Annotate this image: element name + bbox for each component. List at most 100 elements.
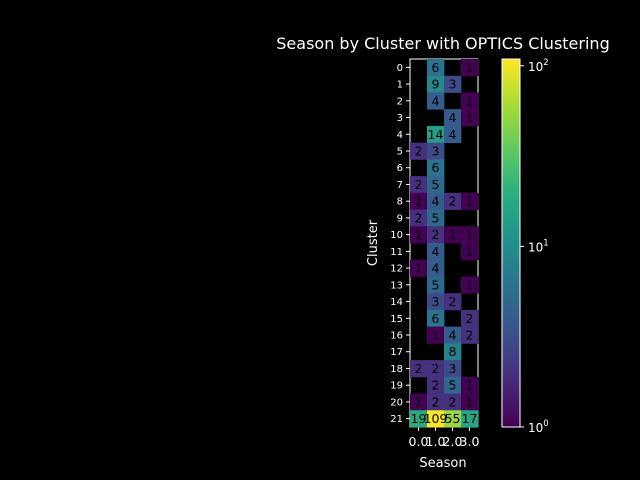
y-tick-label: 14: [390, 297, 403, 308]
heatmap-cell: [444, 293, 462, 311]
cell-value-label: 2: [415, 361, 423, 376]
heatmap-cell: [427, 176, 445, 194]
cell-value-label: 1: [449, 227, 457, 242]
y-tick-label: 7: [397, 180, 403, 191]
heatmap-cell: [427, 393, 445, 411]
heatmap-cell: [444, 109, 462, 127]
cell-value-label: 2: [449, 194, 457, 209]
cell-value-label: 2: [432, 378, 440, 393]
y-tick-label: 8: [397, 197, 403, 208]
heatmap-cell: [427, 125, 445, 144]
x-tick-label: 2.0: [443, 434, 463, 449]
colorbar-tick-label: 102: [528, 58, 549, 74]
heatmap-cell: [444, 75, 462, 93]
cell-value-label: 1: [466, 60, 474, 75]
heatmap-cell: [410, 226, 428, 244]
heatmap-cell: [410, 360, 428, 378]
heatmap-cell: [444, 393, 462, 411]
cell-value-label: 1: [466, 93, 474, 108]
y-tick-label: 4: [397, 130, 403, 141]
heatmap-cell: [427, 259, 445, 277]
colorbar-ticks: 100 101 102: [520, 58, 549, 435]
heatmap-cell: [427, 293, 445, 311]
heatmap-cell: [444, 125, 462, 144]
cell-value-label: 1: [466, 194, 474, 209]
x-tick-label: 0.0: [409, 434, 429, 449]
heatmap-cell: [410, 176, 428, 194]
heatmap-cell: [444, 343, 462, 361]
cell-value-label: 5: [449, 378, 457, 393]
heatmap-cell: [461, 309, 479, 328]
heatmap-cell: [410, 142, 428, 160]
cell-value-label: 109: [424, 411, 448, 426]
y-tick-label: 19: [390, 381, 403, 392]
cell-value-label: 2: [466, 311, 474, 326]
cell-value-label: 3: [449, 77, 457, 92]
heatmap-cell: [461, 243, 479, 261]
y-tick-label: 17: [390, 347, 403, 358]
heatmap-cell: [427, 192, 445, 210]
cell-value-label: 4: [432, 244, 440, 259]
y-tick-label: 1: [397, 80, 403, 91]
heatmap-cell: [427, 309, 445, 328]
cell-value-label: 4: [449, 127, 457, 142]
heatmap-cell: [444, 326, 462, 344]
cell-value-label: 1: [466, 378, 474, 393]
heatmap-cells: [409, 58, 479, 428]
y-tick-label: 18: [390, 364, 403, 375]
heatmap-cell: [444, 226, 462, 244]
cell-value-label: 3: [449, 361, 457, 376]
x-tick-label: 3.0: [460, 434, 480, 449]
heatmap-cell: [410, 209, 428, 227]
y-tick-label: 12: [390, 264, 403, 275]
heatmap-cell: [427, 59, 445, 77]
heatmap-cell: [461, 326, 479, 344]
heatmap-cell: [461, 376, 479, 394]
cell-value-label: 1: [415, 261, 423, 276]
cell-value-label: 6: [432, 60, 440, 75]
y-tick-label: 0: [397, 63, 403, 74]
chart-title: Season by Cluster with OPTICS Clustering: [276, 34, 609, 53]
heatmap-cell: [410, 410, 428, 428]
cell-value-label: 1: [466, 277, 474, 292]
heatmap-cell: [461, 276, 479, 294]
cell-value-label: 6: [432, 311, 440, 326]
heatmap-cell: [427, 376, 445, 394]
heatmap-cell: [427, 142, 445, 160]
heatmap-cell: [427, 75, 445, 93]
y-tick-label: 6: [397, 163, 403, 174]
colorbar: [501, 58, 521, 428]
cell-value-label: 5: [432, 277, 440, 292]
heatmap-cell: [461, 226, 479, 244]
cell-value-label: 3: [432, 144, 440, 159]
cell-value-label: 4: [449, 110, 457, 125]
cell-value-label: 1: [466, 110, 474, 125]
cell-value-label: 4: [432, 194, 440, 209]
heatmap-cell: [410, 192, 428, 210]
heatmap-cell: [461, 92, 479, 110]
heatmap-cell: [461, 192, 479, 210]
heatmap-cell: [427, 360, 445, 378]
colorbar-tick-label: 100: [528, 419, 549, 435]
cell-value-label: 2: [415, 177, 423, 192]
heatmap-cell: [427, 276, 445, 294]
cell-value-label: 17: [462, 411, 478, 426]
cell-value-label: 2: [415, 144, 423, 159]
cell-value-label: 1: [466, 394, 474, 409]
heatmap-cell: [427, 326, 445, 344]
heatmap-cell: [461, 410, 479, 428]
colorbar-tick-label: 101: [528, 238, 549, 254]
y-tick-label: 20: [390, 397, 403, 408]
y-tick-label: 3: [397, 113, 403, 124]
cell-value-label: 1: [415, 227, 423, 242]
cell-value-label: 19: [411, 411, 427, 426]
y-tick-label: 10: [390, 230, 403, 241]
y-tick-label: 9: [397, 213, 403, 224]
y-tick-label: 21: [390, 414, 403, 425]
y-tick-label: 5: [397, 147, 403, 158]
cell-value-label: 2: [449, 394, 457, 409]
heatmap-cell: [427, 209, 445, 227]
cell-value-label: 3: [432, 294, 440, 309]
